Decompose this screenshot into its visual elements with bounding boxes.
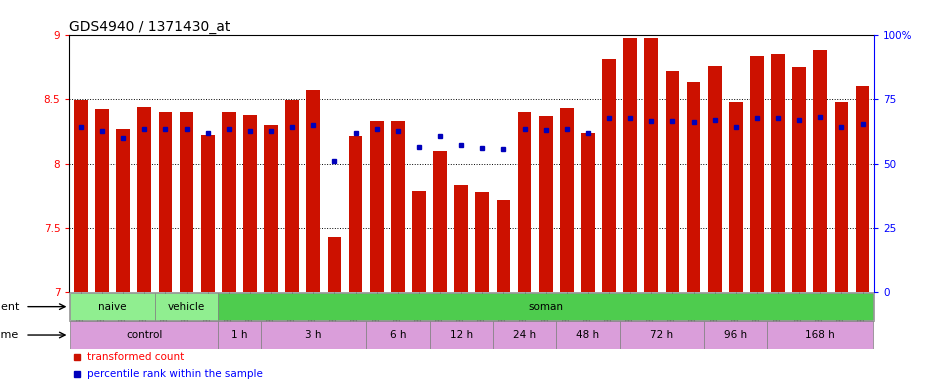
- Bar: [623, 38, 637, 293]
- Bar: [285, 100, 299, 293]
- Text: 12 h: 12 h: [450, 330, 473, 340]
- Bar: [74, 100, 88, 293]
- Bar: [218, 293, 873, 320]
- Bar: [539, 116, 552, 293]
- Bar: [497, 200, 511, 293]
- Bar: [391, 121, 405, 293]
- Text: time: time: [0, 330, 19, 340]
- Bar: [771, 54, 785, 293]
- Bar: [704, 321, 768, 349]
- Bar: [556, 321, 620, 349]
- Text: 24 h: 24 h: [513, 330, 536, 340]
- Bar: [366, 321, 429, 349]
- Bar: [370, 121, 384, 293]
- Bar: [95, 109, 109, 293]
- Bar: [70, 293, 154, 320]
- Text: control: control: [126, 330, 163, 340]
- Bar: [708, 66, 722, 293]
- Text: 96 h: 96 h: [724, 330, 747, 340]
- Bar: [201, 135, 215, 293]
- Bar: [429, 321, 493, 349]
- Bar: [179, 112, 193, 293]
- Text: 6 h: 6 h: [389, 330, 406, 340]
- Bar: [475, 192, 489, 293]
- Text: percentile rank within the sample: percentile rank within the sample: [87, 369, 263, 379]
- Text: 1 h: 1 h: [231, 330, 248, 340]
- Bar: [856, 86, 869, 293]
- Bar: [70, 321, 218, 349]
- Bar: [620, 321, 704, 349]
- Bar: [602, 59, 616, 293]
- Bar: [243, 114, 257, 293]
- Bar: [349, 136, 363, 293]
- Text: transformed count: transformed count: [87, 352, 184, 362]
- Bar: [327, 237, 341, 293]
- Bar: [117, 129, 130, 293]
- Bar: [834, 102, 848, 293]
- Bar: [433, 151, 447, 293]
- Bar: [222, 112, 236, 293]
- Bar: [581, 132, 595, 293]
- Bar: [158, 112, 172, 293]
- Bar: [154, 293, 218, 320]
- Bar: [518, 112, 532, 293]
- Bar: [750, 56, 764, 293]
- Text: agent: agent: [0, 302, 19, 312]
- Bar: [412, 190, 426, 293]
- Bar: [218, 321, 261, 349]
- Bar: [686, 82, 700, 293]
- Text: vehicle: vehicle: [168, 302, 205, 312]
- Bar: [645, 38, 659, 293]
- Text: soman: soman: [528, 302, 563, 312]
- Bar: [265, 125, 277, 293]
- Bar: [813, 50, 827, 293]
- Bar: [493, 321, 556, 349]
- Text: 72 h: 72 h: [650, 330, 673, 340]
- Text: GDS4940 / 1371430_at: GDS4940 / 1371430_at: [69, 20, 230, 33]
- Text: 3 h: 3 h: [305, 330, 322, 340]
- Bar: [560, 108, 574, 293]
- Text: 168 h: 168 h: [806, 330, 835, 340]
- Text: 48 h: 48 h: [576, 330, 599, 340]
- Text: naive: naive: [98, 302, 127, 312]
- Bar: [138, 107, 151, 293]
- Bar: [768, 321, 873, 349]
- Bar: [666, 71, 679, 293]
- Bar: [454, 185, 468, 293]
- Bar: [793, 67, 806, 293]
- Bar: [729, 102, 743, 293]
- Bar: [306, 90, 320, 293]
- Bar: [261, 321, 366, 349]
